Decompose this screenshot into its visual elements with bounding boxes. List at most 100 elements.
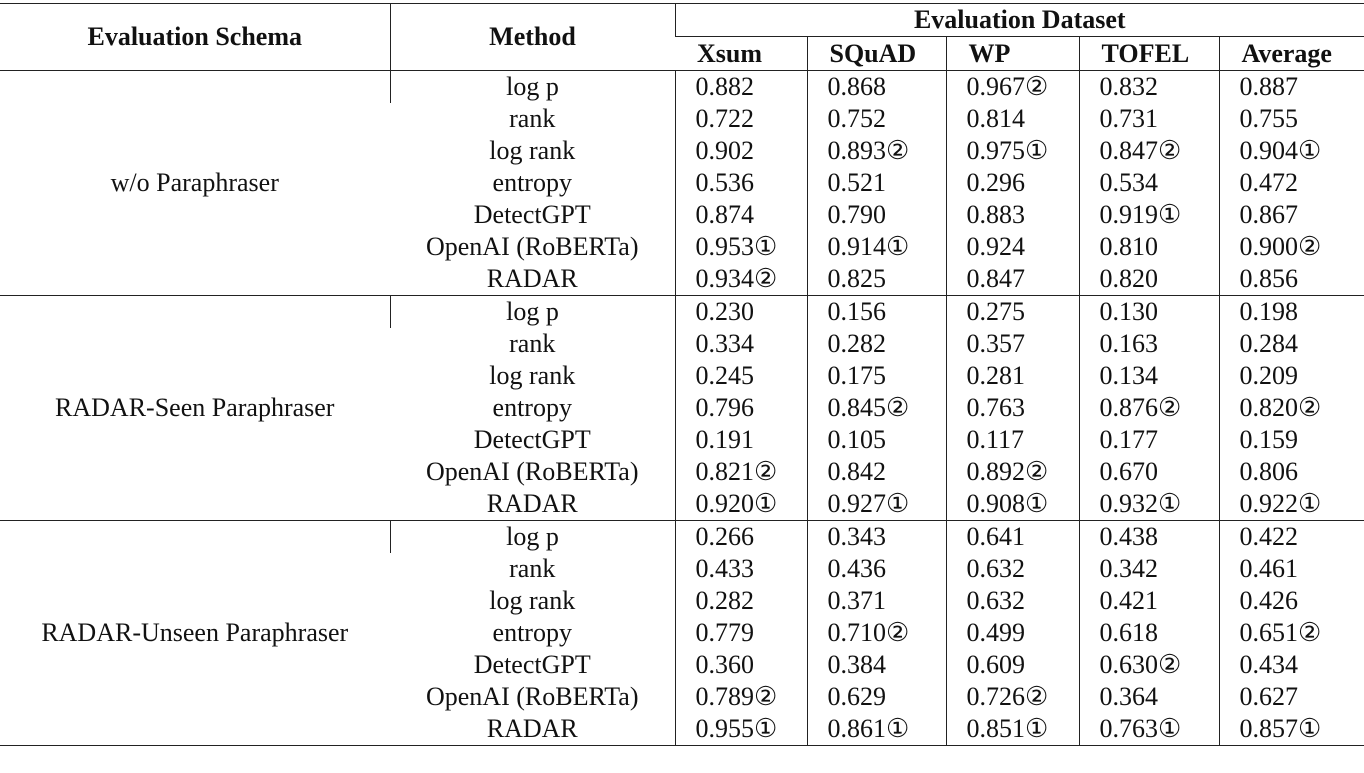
value-cell: 0.266	[674, 520, 807, 553]
value-cell: 0.908①	[945, 488, 1079, 521]
value-cell: 0.806	[1218, 456, 1364, 488]
value-cell: 0.752	[806, 103, 946, 135]
results-table: Evaluation Schema Method Evaluation Data…	[0, 3, 1364, 746]
method-cell: RADAR	[486, 264, 578, 293]
schema-cell: RADAR-Unseen Paraphraser	[0, 520, 390, 746]
value-cell: 0.156	[806, 295, 946, 328]
value-cell: 0.609	[945, 649, 1079, 681]
value-cell: 0.955①	[674, 713, 807, 746]
table-row: log rank 0.902 0.893② 0.975① 0.847② 0.904①	[0, 135, 1364, 167]
table-row: entropy 0.779 0.710② 0.499 0.618 0.651②	[0, 617, 1364, 649]
table-row: log rank 0.245 0.175 0.281 0.134 0.209	[0, 360, 1364, 392]
value-cell: 0.975①	[945, 135, 1079, 167]
table-row: w/o Paraphraser log p 0.882 0.868 0.967② 0.83…	[0, 70, 1364, 296]
schema-cell: w/o Paraphraser	[0, 70, 390, 296]
value-cell: 0.789②	[674, 681, 807, 713]
value-cell: 0.874	[674, 199, 807, 231]
value-cell: 0.618	[1078, 617, 1219, 649]
value-cell: 0.245	[674, 360, 807, 392]
value-cell: 0.953①	[674, 231, 807, 263]
value-cell: 0.861①	[806, 713, 946, 746]
value-cell: 0.630②	[1078, 649, 1219, 681]
table-row: DetectGPT 0.874 0.790 0.883 0.919① 0.867	[0, 199, 1364, 231]
value-cell: 0.847②	[1078, 135, 1219, 167]
method-cell: entropy	[492, 618, 572, 647]
table-row: entropy 0.796 0.845② 0.763 0.876② 0.820②	[0, 392, 1364, 424]
method-cell: RADAR	[390, 713, 675, 746]
value-cell: 0.893②	[806, 135, 946, 167]
value-cell: 0.883	[945, 199, 1079, 231]
value-cell: 0.175	[806, 360, 946, 392]
value-cell: 0.534	[1078, 167, 1219, 199]
value-cell: 0.820	[1078, 263, 1219, 296]
value-cell: 0.536	[674, 167, 807, 199]
value-cell: 0.629	[806, 681, 946, 713]
method-cell: log rank	[489, 136, 576, 165]
table-row: DetectGPT 0.360 0.384 0.609 0.630② 0.434	[0, 649, 1364, 681]
value-cell: 0.364	[1078, 681, 1219, 713]
method-cell: rank	[509, 104, 556, 133]
value-cell: 0.900②	[1218, 231, 1364, 263]
method-cell: rank	[509, 329, 556, 358]
value-cell: 0.726②	[945, 681, 1079, 713]
value-cell: 0.892②	[945, 456, 1079, 488]
value-cell: 0.825	[806, 263, 946, 296]
table-row: rank 0.722 0.752 0.814 0.731 0.755	[0, 103, 1364, 135]
value-cell: 0.438	[1078, 520, 1219, 553]
value-cell: 0.275	[945, 295, 1079, 328]
value-cell: 0.932①	[1078, 488, 1219, 521]
value-cell: 0.282	[674, 585, 807, 617]
value-cell: 0.632	[945, 553, 1079, 585]
value-cell: 0.198	[1218, 295, 1364, 328]
value-cell: 0.284	[1218, 328, 1364, 360]
value-cell: 0.832	[1078, 70, 1219, 103]
method-cell: rank	[509, 554, 556, 583]
table-row: log rank 0.282 0.371 0.632 0.421 0.426	[0, 585, 1364, 617]
dataset-header: Evaluation Dataset	[674, 3, 1364, 37]
value-cell: 0.922①	[1218, 488, 1364, 521]
value-cell: 0.499	[945, 617, 1079, 649]
method-cell: DetectGPT	[473, 200, 591, 229]
method-cell: OpenAI (RoBERTa)	[425, 232, 639, 261]
value-cell: 0.163	[1078, 328, 1219, 360]
value-cell: 0.434	[1218, 649, 1364, 681]
value-cell: 0.334	[674, 328, 807, 360]
value-cell: 0.710②	[806, 617, 946, 649]
method-cell: log rank	[489, 361, 576, 390]
header-row: Xsum SQuAD WP TOFEL Average	[0, 36, 1364, 71]
value-cell: 0.790	[806, 199, 946, 231]
value-cell: 0.422	[1218, 520, 1364, 553]
value-cell: 0.821②	[674, 456, 807, 488]
value-cell: 0.820②	[1218, 392, 1364, 424]
value-cell: 0.796	[674, 392, 807, 424]
value-cell: 0.105	[806, 424, 946, 456]
table-row: rank 0.334 0.282 0.357 0.163 0.284	[0, 328, 1364, 360]
value-cell: 0.845②	[806, 392, 946, 424]
value-cell: 0.856	[1218, 263, 1364, 296]
method-cell: OpenAI (RoBERTa)	[425, 457, 639, 486]
table-header: Evaluation Schema Method Evaluation Data…	[0, 3, 1364, 71]
table-body: w/o Paraphraser log p 0.882 0.868 0.967② 0.83…	[0, 70, 1364, 746]
column-header: Average	[1218, 36, 1364, 71]
value-cell: 0.919①	[1078, 199, 1219, 231]
value-cell: 0.851①	[945, 713, 1079, 746]
value-cell: 0.343	[806, 520, 946, 553]
value-cell: 0.159	[1218, 424, 1364, 456]
value-cell: 0.472	[1218, 167, 1364, 199]
value-cell: 0.842	[806, 456, 946, 488]
method-cell: log p	[389, 295, 675, 328]
value-cell: 0.967②	[945, 70, 1079, 103]
value-cell: 0.670	[1078, 456, 1219, 488]
value-cell: 0.521	[806, 167, 946, 199]
value-cell: 0.920①	[674, 488, 807, 521]
value-cell: 0.357	[945, 328, 1079, 360]
value-cell: 0.191	[674, 424, 807, 456]
value-cell: 0.810	[1078, 231, 1219, 263]
method-cell: RADAR	[486, 489, 578, 518]
value-cell: 0.779	[674, 617, 807, 649]
value-cell: 0.902	[674, 135, 807, 167]
column-header: TOFEL	[1078, 36, 1219, 71]
value-cell: 0.296	[945, 167, 1079, 199]
value-cell: 0.731	[1078, 103, 1219, 135]
